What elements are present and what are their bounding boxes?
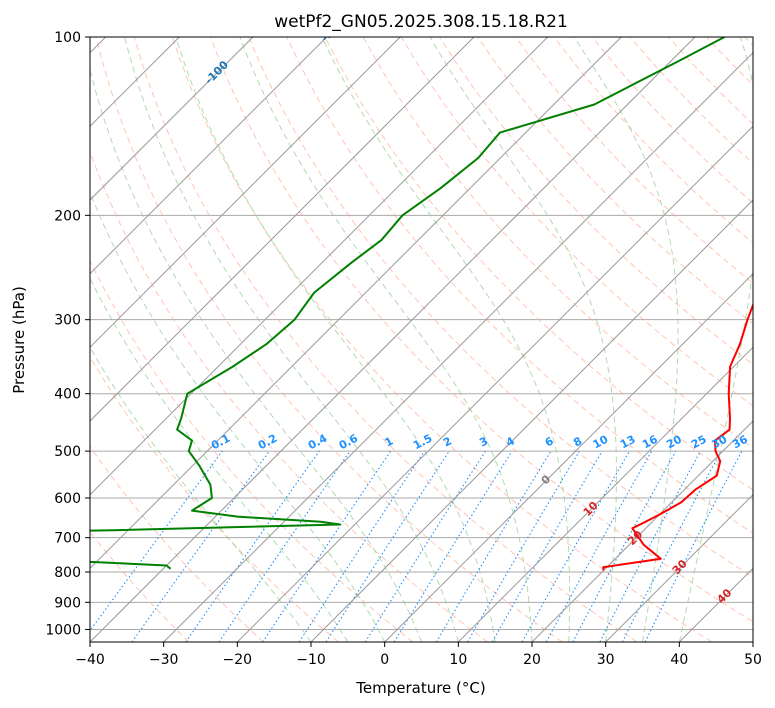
moist-adiabat <box>175 37 496 642</box>
moist-adiabat <box>90 190 386 642</box>
dry-adiabat <box>90 150 488 642</box>
mixing-ratio-label: 20 <box>664 433 684 452</box>
y-tick-label: 800 <box>54 565 81 581</box>
x-tick-label: −40 <box>75 652 105 668</box>
mixing-ratio-line <box>521 450 630 642</box>
isotherm <box>531 420 753 642</box>
x-tick-label: 50 <box>744 652 762 668</box>
y-tick-label: 400 <box>54 387 81 403</box>
isotherm <box>90 37 254 201</box>
isotherm <box>90 37 401 349</box>
dewpoint-profile <box>90 37 725 570</box>
mixing-ratio-line <box>218 450 351 642</box>
plot-area: -100-90-80-70-60-50-40-30-20-10010203040… <box>90 21 753 642</box>
dry-adiabat <box>95 37 563 642</box>
mixing-ratio-line <box>131 450 270 642</box>
x-axis-ticks: −40 −30 −20 −10 0 10 20 30 40 50 <box>75 642 762 668</box>
mixing-ratio-label: 36 <box>730 433 750 452</box>
mixing-ratio-line <box>298 450 425 642</box>
y-tick-label: 900 <box>54 595 81 611</box>
isotherm <box>90 37 696 642</box>
y-tick-label: 200 <box>54 208 81 224</box>
isotherm <box>90 37 328 275</box>
isotherm <box>384 272 753 642</box>
moist-adiabat <box>321 37 571 642</box>
y-tick-label: 100 <box>54 30 81 46</box>
moist-adiabat <box>239 37 533 642</box>
y-tick-label: 1000 <box>45 622 81 638</box>
dry-adiabat <box>90 259 414 642</box>
isotherm <box>163 51 753 642</box>
isotherm <box>236 125 753 642</box>
dry-adiabat <box>171 37 712 642</box>
y-axis-ticks: 100 200 300 400 500 600 700 800 900 1000 <box>45 30 90 638</box>
isotherm <box>605 493 753 642</box>
mixing-ratio-label: 30 <box>710 433 730 452</box>
x-tick-label: −30 <box>149 652 179 668</box>
isotherms <box>90 37 753 642</box>
isotherm <box>310 199 753 642</box>
dry-adiabat <box>400 37 753 407</box>
isotherm <box>457 346 753 642</box>
isotherm <box>90 37 475 422</box>
moist-adiabat <box>573 37 679 642</box>
mixing-ratio-label: 25 <box>689 433 709 452</box>
dry-adiabats <box>90 37 753 642</box>
mixing-ratio-line <box>325 450 450 642</box>
dry-adiabat <box>515 37 753 284</box>
dry-adiabat <box>477 37 753 325</box>
moist-adiabat <box>429 37 617 642</box>
mixing-ratio-line <box>393 450 513 642</box>
x-tick-label: −10 <box>296 652 326 668</box>
mixing-ratio-line <box>572 450 677 642</box>
dry-adiabat <box>90 445 264 642</box>
profiles <box>90 37 753 571</box>
temperature-profile <box>602 302 753 571</box>
mixing-ratio-label: 16 <box>640 433 660 452</box>
chart-title: wetPf2_GN05.2025.308.15.18.R21 <box>274 12 568 32</box>
y-tick-label: 500 <box>54 444 81 460</box>
moist-adiabat <box>678 37 753 642</box>
mixing-ratio-label: 10 <box>591 433 611 452</box>
isotherm <box>90 37 622 570</box>
mixing-ratio-line <box>262 450 392 642</box>
mixing-ratio-label: 13 <box>618 433 638 452</box>
moist-adiabat <box>124 37 459 642</box>
x-tick-label: −20 <box>223 652 253 668</box>
dry-adiabat <box>90 356 339 642</box>
x-tick-label: 0 <box>380 652 389 668</box>
moist-adiabat <box>90 67 422 642</box>
mixing-ratio-line <box>644 450 743 642</box>
x-tick-label: 20 <box>523 652 541 668</box>
plot-frame <box>89 36 754 643</box>
dry-adiabat <box>438 37 753 366</box>
x-tick-label: 10 <box>449 652 467 668</box>
isotherm-label: -90 <box>318 21 341 44</box>
x-axis-label: Temperature (°C) <box>355 679 485 697</box>
moist-adiabat <box>90 277 349 642</box>
x-tick-label: 30 <box>597 652 615 668</box>
mixing-ratio-line <box>185 450 320 642</box>
y-tick-label: 600 <box>54 491 81 507</box>
y-tick-label: 300 <box>54 313 81 329</box>
mixing-ratio-line <box>545 450 653 642</box>
y-axis-label: Pressure (hPa) <box>10 286 28 394</box>
y-tick-label: 700 <box>54 531 81 547</box>
dry-adiabat <box>209 37 753 623</box>
isotherm <box>90 37 549 496</box>
x-tick-label: 40 <box>670 652 688 668</box>
mixing-ratio-lines <box>90 450 743 642</box>
